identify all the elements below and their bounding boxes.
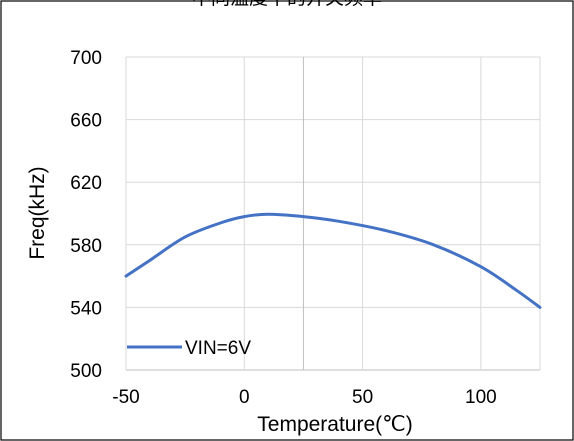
series-line-vin-6v — [124, 212, 542, 309]
x-tick-label: 0 — [239, 387, 250, 408]
chart-title: 不同温度下的开关频率 — [192, 0, 382, 9]
x-tick-label: -50 — [112, 387, 139, 408]
y-axis-tick-labels: 500 540 580 620 660 700 — [70, 48, 102, 382]
y-tick-label: 540 — [70, 298, 102, 319]
x-axis-title: Temperature(℃) — [257, 413, 412, 436]
legend-label: VIN=6V — [185, 338, 251, 359]
y-tick-label: 580 — [70, 236, 102, 257]
legend: VIN=6V — [127, 338, 251, 359]
y-tick-label: 620 — [70, 173, 102, 194]
series-lines — [124, 212, 542, 309]
y-tick-label: 660 — [70, 111, 102, 132]
x-tick-label: 100 — [465, 387, 497, 408]
gridlines — [125, 56, 541, 371]
y-tick-label: 700 — [70, 48, 102, 69]
x-tick-label: 50 — [352, 387, 373, 408]
y-axis-title: Freq(kHz) — [26, 166, 49, 259]
y-tick-label: 500 — [70, 361, 102, 382]
x-axis-tick-labels: -50 0 50 100 — [112, 387, 496, 408]
